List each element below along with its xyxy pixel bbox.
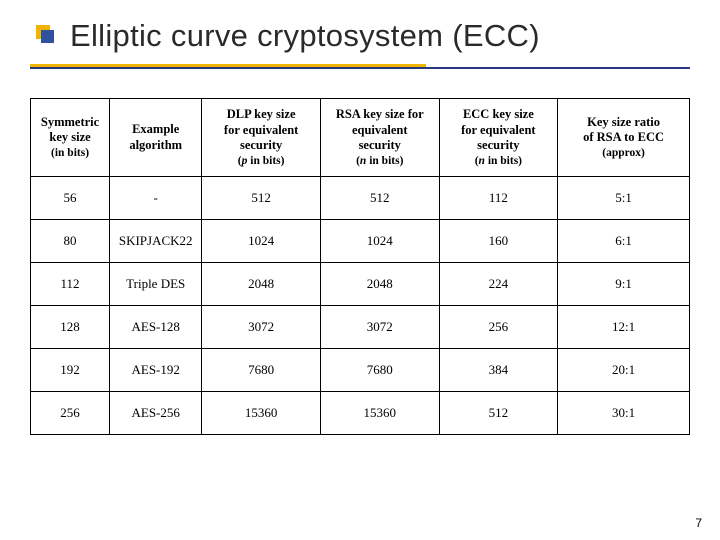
cell: AES-192 bbox=[110, 349, 202, 392]
cell: 160 bbox=[439, 220, 558, 263]
cell: 7680 bbox=[320, 349, 439, 392]
cell: 9:1 bbox=[558, 263, 690, 306]
cell: 256 bbox=[439, 306, 558, 349]
cell: 112 bbox=[439, 177, 558, 220]
col-ecc: ECC key size for equivalent security (n … bbox=[439, 99, 558, 177]
cell: 15360 bbox=[202, 392, 321, 435]
cell: 224 bbox=[439, 263, 558, 306]
cell: Triple DES bbox=[110, 263, 202, 306]
title-bullet-icon bbox=[36, 25, 53, 42]
cell: 6:1 bbox=[558, 220, 690, 263]
table-row: 256 AES-256 15360 15360 512 30:1 bbox=[31, 392, 690, 435]
table-row: 128 AES-128 3072 3072 256 12:1 bbox=[31, 306, 690, 349]
cell: 12:1 bbox=[558, 306, 690, 349]
table-row: 56 - 512 512 112 5:1 bbox=[31, 177, 690, 220]
cell: 3072 bbox=[320, 306, 439, 349]
cell: SKIPJACK22 bbox=[110, 220, 202, 263]
table-row: 112 Triple DES 2048 2048 224 9:1 bbox=[31, 263, 690, 306]
cell: 512 bbox=[202, 177, 321, 220]
table-row: 192 AES-192 7680 7680 384 20:1 bbox=[31, 349, 690, 392]
key-size-table: Symmetric key size (in bits) Example alg… bbox=[30, 98, 690, 435]
cell: - bbox=[110, 177, 202, 220]
page-number: 7 bbox=[695, 516, 702, 530]
cell: 5:1 bbox=[558, 177, 690, 220]
cell: 112 bbox=[31, 263, 110, 306]
cell: 2048 bbox=[320, 263, 439, 306]
col-symmetric: Symmetric key size (in bits) bbox=[31, 99, 110, 177]
cell: 192 bbox=[31, 349, 110, 392]
col-rsa: RSA key size for equivalent security (n … bbox=[320, 99, 439, 177]
cell: 256 bbox=[31, 392, 110, 435]
table-header-row: Symmetric key size (in bits) Example alg… bbox=[31, 99, 690, 177]
col-dlp: DLP key size for equivalent security (p … bbox=[202, 99, 321, 177]
cell: 7680 bbox=[202, 349, 321, 392]
cell: 512 bbox=[439, 392, 558, 435]
cell: 3072 bbox=[202, 306, 321, 349]
slide-title: Elliptic curve cryptosystem (ECC) bbox=[70, 18, 720, 54]
table-row: 80 SKIPJACK22 1024 1024 160 6:1 bbox=[31, 220, 690, 263]
cell: AES-256 bbox=[110, 392, 202, 435]
title-bar: Elliptic curve cryptosystem (ECC) bbox=[0, 0, 720, 60]
cell: 30:1 bbox=[558, 392, 690, 435]
cell: 512 bbox=[320, 177, 439, 220]
col-ratio: Key size ratio of RSA to ECC (approx) bbox=[558, 99, 690, 177]
cell: AES-128 bbox=[110, 306, 202, 349]
cell: 20:1 bbox=[558, 349, 690, 392]
cell: 56 bbox=[31, 177, 110, 220]
cell: 80 bbox=[31, 220, 110, 263]
cell: 1024 bbox=[320, 220, 439, 263]
col-algorithm: Example algorithm bbox=[110, 99, 202, 177]
title-underline bbox=[30, 64, 690, 70]
cell: 2048 bbox=[202, 263, 321, 306]
cell: 384 bbox=[439, 349, 558, 392]
cell: 15360 bbox=[320, 392, 439, 435]
cell: 128 bbox=[31, 306, 110, 349]
cell: 1024 bbox=[202, 220, 321, 263]
